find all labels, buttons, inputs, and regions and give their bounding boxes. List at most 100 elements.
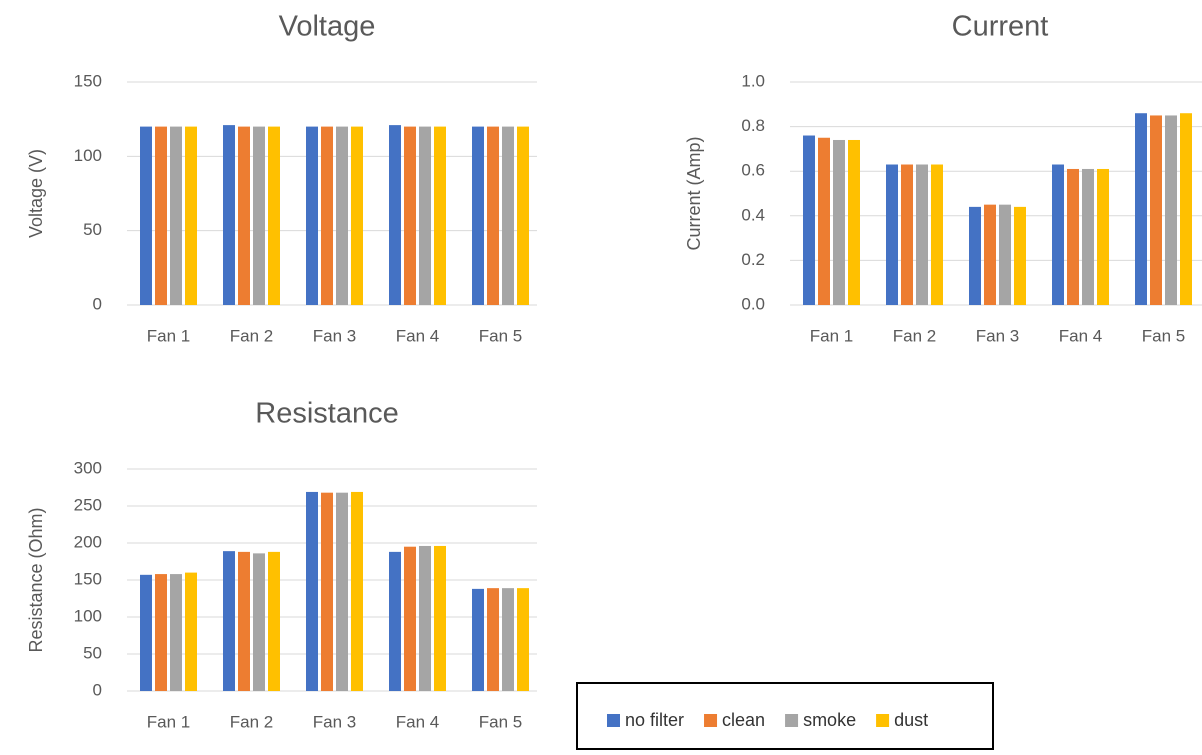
bar (487, 588, 499, 691)
bar (223, 551, 235, 691)
x-tick-label: Fan 1 (810, 326, 853, 345)
x-tick-label: Fan 2 (230, 712, 273, 731)
y-tick-label: 0.0 (741, 294, 765, 313)
y-tick-label: 50 (83, 643, 102, 662)
bar (253, 553, 265, 691)
bar (502, 588, 514, 691)
bar (1052, 164, 1064, 305)
bar (155, 126, 167, 305)
y-tick-label: 0 (93, 680, 102, 699)
bar (1135, 113, 1147, 305)
legend-swatch (607, 714, 620, 727)
y-tick-label: 0.6 (741, 161, 765, 180)
y-tick-label: 0 (93, 294, 102, 313)
bar (336, 126, 348, 305)
bar (170, 574, 182, 691)
bar (984, 204, 996, 305)
x-tick-label: Fan 5 (1142, 326, 1185, 345)
bar (969, 206, 981, 305)
bar (238, 551, 250, 691)
bar (916, 164, 928, 305)
bar (803, 135, 815, 305)
y-axis-title: Current (Amp) (684, 136, 704, 250)
legend-label: dust (894, 710, 928, 730)
x-tick-label: Fan 4 (1059, 326, 1102, 345)
legend-label: clean (722, 710, 765, 730)
bar (419, 126, 431, 305)
y-tick-label: 100 (74, 146, 102, 165)
bar (351, 491, 363, 691)
y-tick-label: 150 (74, 71, 102, 90)
bar (140, 126, 152, 305)
bar (336, 492, 348, 691)
bar (848, 139, 860, 305)
x-tick-label: Fan 3 (976, 326, 1019, 345)
bar (140, 574, 152, 691)
x-tick-label: Fan 2 (230, 326, 273, 345)
bar (321, 492, 333, 691)
bar (502, 126, 514, 305)
bar (517, 588, 529, 691)
x-tick-label: Fan 4 (396, 326, 439, 345)
bar (818, 137, 830, 305)
bar (1082, 168, 1094, 305)
bar (306, 491, 318, 691)
legend-box (576, 682, 994, 750)
legend-label: no filter (625, 710, 684, 730)
bar (1150, 115, 1162, 305)
x-tick-label: Fan 2 (893, 326, 936, 345)
y-tick-label: 0.8 (741, 116, 765, 135)
bar (434, 126, 446, 305)
legend-swatch (876, 714, 890, 727)
bar (321, 126, 333, 305)
bar (306, 126, 318, 305)
bar (389, 551, 401, 691)
bar (253, 126, 265, 305)
bar (1097, 168, 1109, 305)
bar (268, 126, 280, 305)
bar (999, 204, 1011, 305)
y-tick-label: 300 (74, 458, 102, 477)
bar (472, 126, 484, 305)
x-tick-label: Fan 3 (313, 712, 356, 731)
y-tick-label: 100 (74, 606, 102, 625)
bar (268, 551, 280, 691)
y-tick-label: 0.2 (741, 250, 765, 269)
x-tick-label: Fan 3 (313, 326, 356, 345)
legend-swatch (704, 714, 718, 727)
y-tick-label: 1.0 (741, 71, 765, 90)
bar (434, 545, 446, 691)
bar (419, 545, 431, 691)
bar (1014, 206, 1026, 305)
bar (1165, 115, 1177, 305)
bar (901, 164, 913, 305)
bar (404, 546, 416, 691)
bar (404, 126, 416, 305)
bar (886, 164, 898, 305)
y-tick-label: 200 (74, 532, 102, 551)
y-tick-label: 50 (83, 220, 102, 239)
y-tick-label: 150 (74, 569, 102, 588)
y-axis-title: Resistance (Ohm) (26, 507, 46, 652)
bar (487, 126, 499, 305)
bar (833, 139, 845, 305)
bar (1180, 113, 1192, 305)
bar (931, 164, 943, 305)
bar (1067, 168, 1079, 305)
bar (472, 588, 484, 691)
legend-swatch (785, 714, 799, 727)
x-tick-label: Fan 1 (147, 712, 190, 731)
chart-title: Current (952, 11, 1049, 43)
bar (185, 126, 197, 305)
y-axis-title: Voltage (V) (26, 149, 46, 238)
y-tick-label: 250 (74, 495, 102, 514)
x-tick-label: Fan 5 (479, 326, 522, 345)
legend-label: smoke (803, 710, 856, 730)
bar (223, 125, 235, 305)
bar (170, 126, 182, 305)
bar (389, 125, 401, 305)
bar (351, 126, 363, 305)
bar (517, 126, 529, 305)
